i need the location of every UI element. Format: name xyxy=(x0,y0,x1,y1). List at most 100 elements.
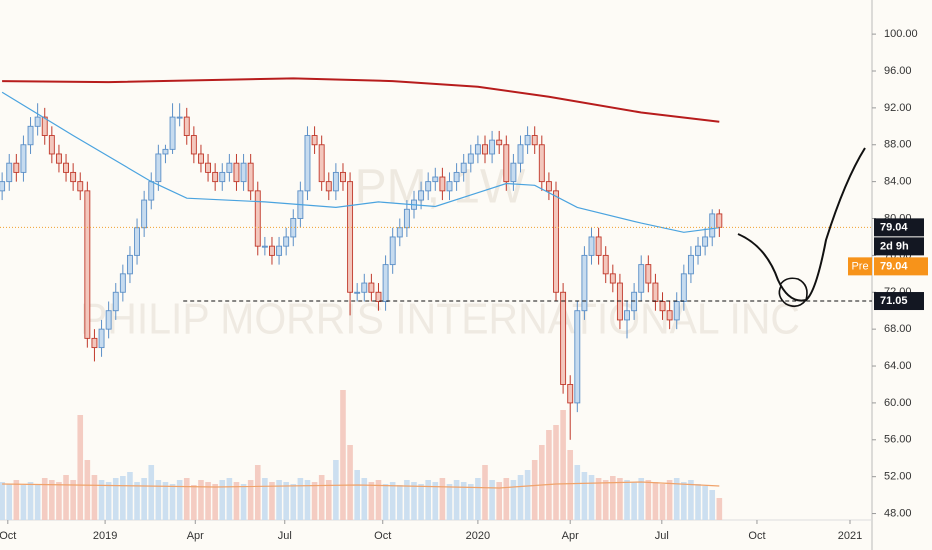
volume-bar xyxy=(240,484,247,520)
volume-bar xyxy=(624,480,630,520)
volume-bar xyxy=(49,480,55,520)
candle-body xyxy=(290,218,297,238)
candle-body xyxy=(432,176,439,183)
volume-bar xyxy=(283,482,289,520)
candle-body xyxy=(269,245,275,256)
candle-body xyxy=(403,208,410,229)
volume-bar xyxy=(517,475,524,520)
candle-body xyxy=(460,162,467,173)
candle-body xyxy=(148,181,155,201)
y-tick-label: 56.00 xyxy=(884,434,912,446)
volume-bar xyxy=(127,472,133,520)
volume-bar xyxy=(581,472,588,520)
volume-bar xyxy=(453,480,460,520)
candle-body xyxy=(212,171,219,183)
candle-body xyxy=(474,144,481,155)
candle-body xyxy=(6,162,13,183)
candle-body xyxy=(538,144,545,183)
candle-body xyxy=(368,282,375,293)
candle-body xyxy=(41,116,48,136)
volume-bar xyxy=(169,484,176,520)
volume-bar xyxy=(176,480,183,520)
candle-body xyxy=(524,135,531,146)
candle-body xyxy=(680,273,687,302)
volume-bar xyxy=(546,430,552,520)
volume-bar xyxy=(77,415,84,520)
candle-body xyxy=(482,144,488,155)
volume-bar xyxy=(141,478,147,520)
volume-bar xyxy=(84,460,91,520)
volume-bar xyxy=(503,478,510,520)
candle-body xyxy=(27,125,34,146)
volume-bar xyxy=(489,480,495,520)
candle-body xyxy=(545,181,552,192)
candle-body xyxy=(311,135,318,146)
y-tick-label: 52.00 xyxy=(884,471,912,483)
candle-body xyxy=(624,310,630,321)
candle-body xyxy=(169,116,176,150)
x-tick-label: 2019 xyxy=(93,530,117,542)
candle-body xyxy=(638,264,645,293)
candle-body xyxy=(126,254,133,275)
candle-body xyxy=(190,135,197,155)
candle-body xyxy=(396,227,403,238)
volume-bar xyxy=(233,482,240,520)
candle-body xyxy=(105,310,112,330)
countdown-label: 2d 9h xyxy=(880,240,909,252)
volume-bar xyxy=(475,478,481,520)
candle-body xyxy=(183,116,190,136)
volume-bar xyxy=(254,465,261,520)
volume-bar xyxy=(20,485,27,520)
volume-bar xyxy=(638,478,645,520)
candle-body xyxy=(666,310,673,321)
candle-body xyxy=(325,181,332,192)
volume-bar xyxy=(695,484,701,520)
y-tick-label: 88.00 xyxy=(884,139,912,151)
y-tick-label: 60.00 xyxy=(884,397,912,409)
volume-bar xyxy=(297,478,304,520)
pre-label: Pre xyxy=(851,260,868,272)
volume-bar xyxy=(98,480,105,520)
candle-body xyxy=(77,181,84,192)
candle-body xyxy=(0,181,6,192)
volume-bar xyxy=(333,460,339,520)
candle-body xyxy=(276,245,283,256)
volume-bar xyxy=(183,478,190,520)
volume-bar xyxy=(553,425,559,520)
volume-bar xyxy=(659,484,666,520)
candle-body xyxy=(13,162,20,173)
volume-ma xyxy=(2,481,720,489)
volume-bar xyxy=(155,480,162,520)
y-tick-label: 92.00 xyxy=(884,102,912,114)
candle-body xyxy=(716,213,723,228)
candle-body xyxy=(283,236,290,247)
candle-body xyxy=(98,328,105,349)
candle-body xyxy=(673,301,680,321)
volume-bar xyxy=(56,482,62,520)
y-tick-label: 68.00 xyxy=(884,323,912,335)
candle-body xyxy=(659,301,666,312)
volume-bar xyxy=(34,484,41,520)
moving-average xyxy=(1,91,720,233)
volume-bar xyxy=(716,498,723,520)
volume-bar xyxy=(709,490,716,520)
volume-bar xyxy=(411,482,417,520)
candle-body xyxy=(34,116,41,127)
volume-bar xyxy=(340,390,346,520)
candle-body xyxy=(219,171,226,183)
candle-body xyxy=(645,264,652,284)
level-tag xyxy=(874,292,924,311)
volume-bar xyxy=(304,480,311,520)
volume-bar xyxy=(610,476,616,520)
x-tick-label: Apr xyxy=(562,530,579,542)
volume-bar xyxy=(404,480,410,520)
volume-bar xyxy=(467,484,474,520)
candle-body xyxy=(347,181,354,293)
moving-average xyxy=(2,77,720,123)
pre-price-label: 79.04 xyxy=(880,260,908,272)
volume-bar xyxy=(120,476,126,520)
volume-bar xyxy=(446,484,453,520)
volume-bar xyxy=(27,482,34,520)
candle-body xyxy=(517,144,524,164)
